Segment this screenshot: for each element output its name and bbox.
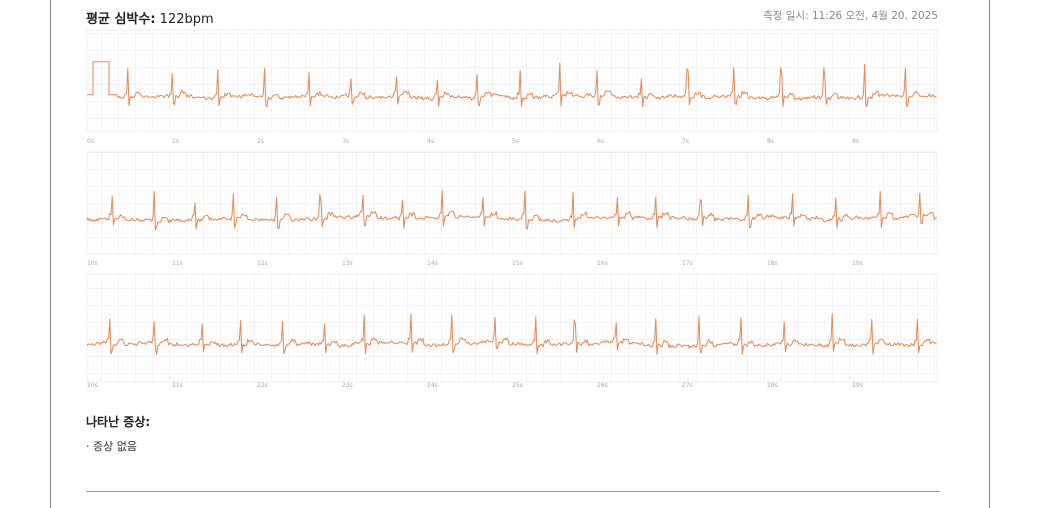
time-label: 27s <box>682 382 693 389</box>
time-label: 14s <box>427 260 438 267</box>
time-label: 4s <box>427 138 434 145</box>
symptoms-title: 나타난 증상: <box>86 415 151 429</box>
time-label: 24s <box>427 382 438 389</box>
ecg-grid <box>86 151 938 255</box>
time-label: 0s <box>87 138 94 145</box>
time-label: 10s <box>87 260 98 267</box>
ecg-grid <box>86 273 938 383</box>
time-label: 19s <box>852 260 863 267</box>
time-label: 15s <box>512 260 523 267</box>
time-label: 17s <box>682 260 693 267</box>
ecg-trace <box>86 189 937 231</box>
time-label: 12s <box>257 260 268 267</box>
ecg-trace <box>86 313 937 355</box>
time-label: 6s <box>597 138 604 145</box>
time-label: 20s <box>87 382 98 389</box>
avg-heart-rate: 평균 심박수: 122bpm <box>86 8 214 27</box>
time-label: 22s <box>257 382 268 389</box>
time-label: 21s <box>172 382 183 389</box>
time-label: 18s <box>767 260 778 267</box>
ecg-grid <box>86 29 938 132</box>
symptom-item: · 증상 없음 <box>86 440 137 453</box>
time-label: 29s <box>852 382 863 389</box>
time-label: 7s <box>682 138 689 145</box>
time-label: 16s <box>597 260 608 267</box>
time-label: 2s <box>257 138 264 145</box>
time-label: 11s <box>172 260 183 267</box>
measured-at: 측정 일시: 11:26 오전, 4월 20, 2025 <box>763 10 938 22</box>
ecg-strips: 0s 1s 2s 3s 4s 5s 6s 7s 8s 9s 10s 11s 12s 13s 14s 15s 16… <box>86 29 938 389</box>
time-label: 5s <box>512 138 519 145</box>
time-label: 26s <box>597 382 608 389</box>
time-label: 28s <box>767 382 778 389</box>
avg-hr-value: 122bpm <box>159 12 214 27</box>
time-label: 23s <box>342 382 353 389</box>
time-label: 9s <box>852 138 859 145</box>
ecg-trace <box>87 61 937 108</box>
divider <box>86 491 940 492</box>
time-label: 25s <box>512 382 523 389</box>
time-label: 13s <box>342 260 353 267</box>
time-label: 1s <box>172 138 179 145</box>
time-label: 3s <box>342 138 349 145</box>
time-label: 8s <box>767 138 774 145</box>
avg-hr-label: 평균 심박수: <box>86 12 156 27</box>
